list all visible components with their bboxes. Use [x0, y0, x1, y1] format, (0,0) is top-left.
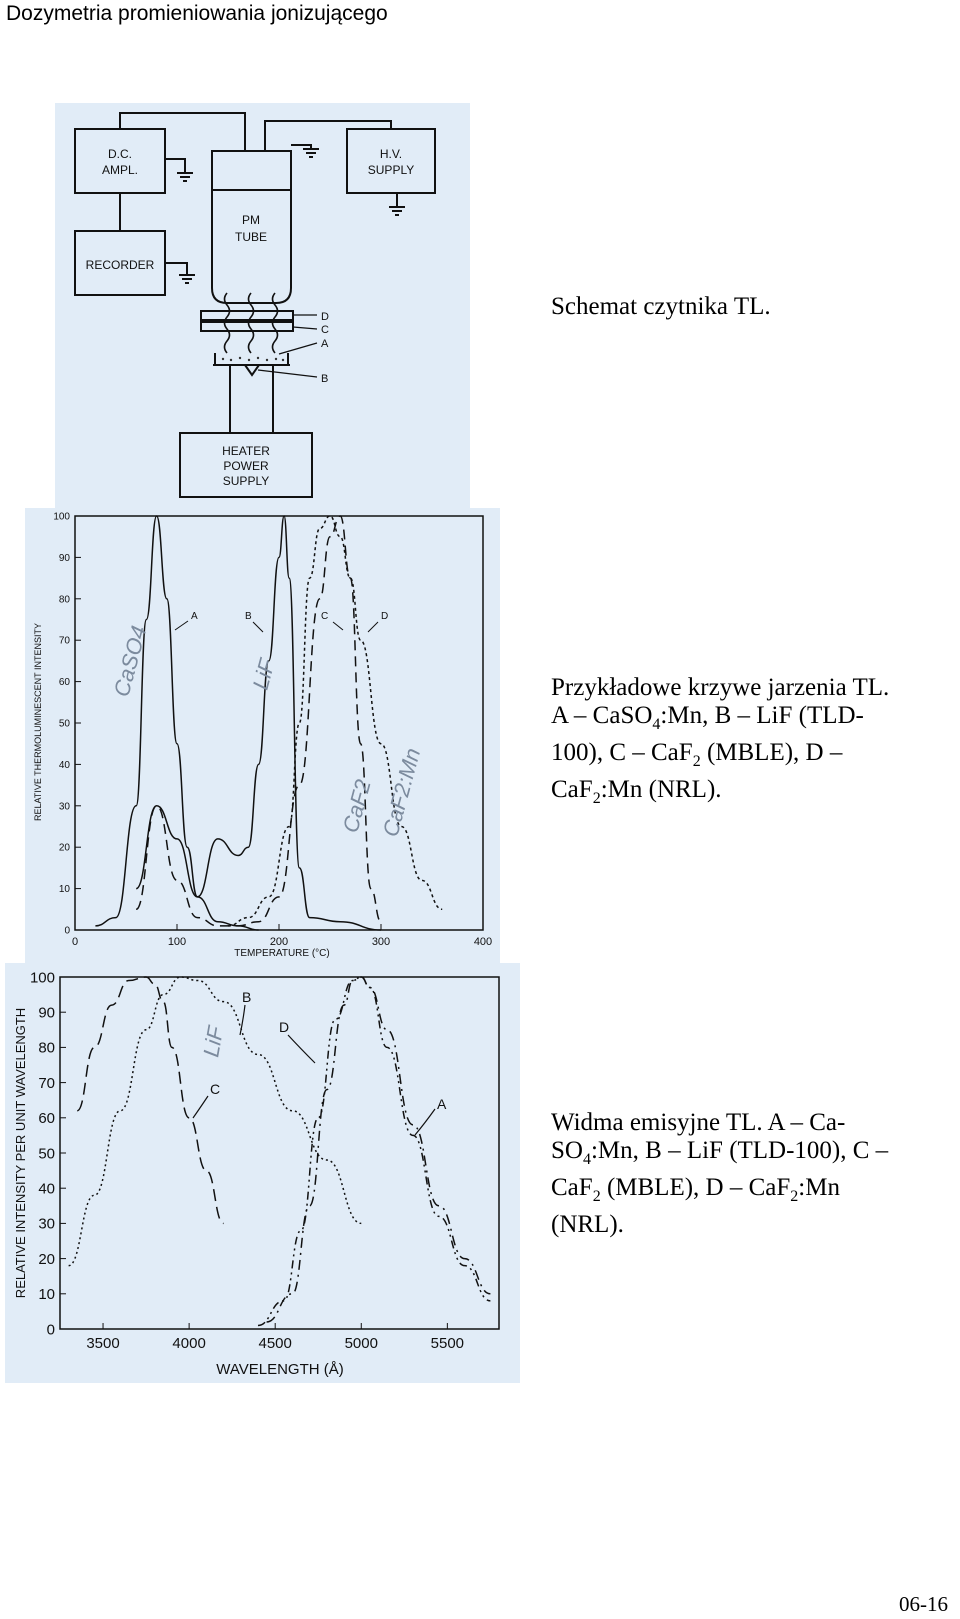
spectra-ytick-label: 80 [38, 1040, 55, 1057]
page-title: Dozymetria promieniowania jonizującego [6, 2, 388, 25]
hv-supply-label-1: H.V. [380, 147, 402, 161]
spectra-ytick-label: 40 [38, 1180, 55, 1197]
pm-tube-block [211, 150, 292, 304]
spectra-ytick-label: 20 [38, 1251, 55, 1268]
spectra-xtick-label: 4000 [172, 1335, 205, 1352]
glow-xtick-label: 0 [72, 936, 78, 948]
heater-power-supply-block [179, 432, 313, 498]
label-d: D [321, 311, 329, 323]
glow-xtick-label: 100 [168, 936, 186, 948]
glow-series-d [227, 515, 443, 927]
glow-ytick-label: 20 [59, 843, 71, 854]
spectra-ytick-label: 50 [38, 1145, 55, 1162]
spectra-xtick-label: 5000 [345, 1335, 378, 1352]
spectra-annot-d: D [279, 1019, 289, 1035]
spectra-ytick-label: 30 [38, 1216, 55, 1233]
pm-tube-label-1: PM [242, 213, 260, 227]
label-c: C [321, 324, 329, 336]
glow-ytick-label: 30 [59, 801, 71, 812]
pm-tube-label-2: TUBE [235, 230, 267, 244]
spectra-xtick-label: 3500 [86, 1335, 119, 1352]
dc-ampl-label-2: AMPL. [102, 163, 138, 177]
spectra-series-a [266, 976, 491, 1323]
glow-annot-d: D [381, 611, 388, 622]
glow-ytick-label: 10 [59, 884, 71, 895]
filter-c [200, 321, 294, 332]
spectra-ytick-label: 60 [38, 1110, 55, 1127]
page-number: 06-16 [899, 1592, 948, 1616]
spectra-ytick-label: 70 [38, 1075, 55, 1092]
glow-ytick-label: 70 [59, 636, 71, 647]
glow-ytick-label: 40 [59, 760, 71, 771]
label-a: A [321, 338, 329, 350]
glow-ytick-label: 60 [59, 677, 71, 688]
glow-ytick-label: 0 [64, 926, 70, 937]
spectra-ylabel: RELATIVE INTENSITY PER UNIT WAVELENGTH [13, 1008, 28, 1298]
spectra-ytick-label: 100 [30, 969, 55, 986]
handwritten-lif-spectra: LiF [198, 1023, 228, 1059]
spectra-series-b [68, 976, 362, 1267]
spectra-xtick-label: 5500 [431, 1335, 464, 1352]
fig1-caption: Schemat czytnika TL. [551, 293, 771, 320]
spectra-ytick-label: 90 [38, 1004, 55, 1021]
glow-ylabel: RELATIVE THERMOLUMINESCENT INTENSITY [33, 623, 43, 821]
glow-ytick-label: 100 [53, 512, 70, 523]
spectra-annot-b: B [242, 989, 251, 1005]
glow-series-c [135, 515, 382, 927]
label-b: B [321, 373, 328, 385]
glow-annot-b: B [245, 611, 252, 622]
glow-xtick-label: 200 [270, 936, 288, 948]
glow-series-b [135, 515, 382, 931]
glow-ytick-label: 50 [59, 719, 71, 730]
hv-supply-label-2: SUPPLY [368, 163, 414, 177]
dc-ampl-label-1: D.C. [108, 147, 132, 161]
spectra-ytick-label: 10 [38, 1286, 55, 1303]
heater-label-2: POWER [223, 459, 269, 473]
heater-label-1: HEATER [222, 444, 270, 458]
tl-reader-schematic: D.C. AMPL. H.V. SUPPLY RECORDER PM TUBE … [55, 103, 470, 508]
spectra-xtick-label: 4500 [259, 1335, 292, 1352]
glow-curve-chart: 0 10 20 30 40 50 60 70 80 90 100 0 100 200 300 400 TEMP… [25, 508, 500, 963]
spectra-annot-c: C [210, 1081, 220, 1097]
recorder-label: RECORDER [86, 258, 155, 272]
fig2-caption: Przykładowe krzywe jarzenia TL. A – CaSO… [551, 674, 890, 807]
glow-annot-c: C [321, 611, 328, 622]
heater-label-3: SUPPLY [223, 474, 269, 488]
glow-ytick-label: 90 [59, 553, 71, 564]
glow-series-a [95, 515, 259, 931]
glow-annot-a: A [191, 611, 198, 622]
emission-spectra-chart: 0 10 20 30 40 50 60 70 80 90 100 3500 4000 4500 5000 55… [5, 963, 520, 1383]
glow-ytick-label: 80 [59, 594, 71, 605]
glow-xlabel: TEMPERATURE (°C) [234, 948, 329, 959]
spectra-ytick-label: 0 [47, 1321, 55, 1338]
glow-xtick-label: 400 [474, 936, 492, 948]
glow-xtick-label: 300 [372, 936, 390, 948]
fig3-caption: Widma emisyjne TL. A – Ca- SO4:Mn, B – L… [551, 1109, 889, 1238]
spectra-annot-a: A [437, 1096, 447, 1112]
spectra-xlabel: WAVELENGTH (Å) [216, 1361, 344, 1378]
